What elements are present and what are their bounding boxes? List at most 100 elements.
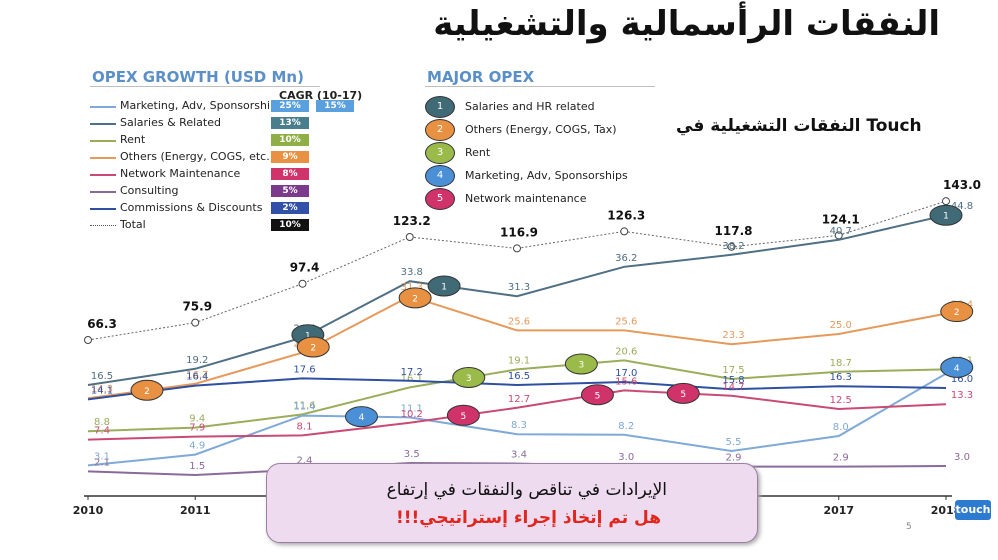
total-point	[513, 244, 521, 253]
data-label-rent: 19.1	[508, 355, 530, 366]
legend-swatch	[90, 208, 116, 210]
chart-subtitle: النفقات التشغيلية في Touch	[676, 116, 922, 136]
cagr-value: 25%	[271, 100, 309, 112]
data-label-others: 23.3	[722, 330, 744, 341]
data-label-rent: 9.4	[189, 414, 205, 425]
rank-badge-number: 4	[954, 364, 960, 374]
data-label-network: 14.7	[722, 382, 744, 393]
cagr-header: CAGR (10-17)	[279, 89, 363, 102]
data-label-total: 117.8	[715, 224, 753, 238]
divider	[425, 86, 655, 87]
data-label-rent: 8.8	[94, 417, 110, 428]
legend-label: Rent	[120, 133, 146, 146]
rank-badge: 5	[425, 188, 455, 210]
major-opex-label: Others (Energy, COGS, Tax)	[465, 123, 617, 136]
data-label-commissions: 17.6	[293, 364, 315, 375]
callout-line-2: هل تم إتخاذ إجراء إستراتيجي!!!	[395, 508, 661, 528]
rank-badge-number: 1	[943, 212, 949, 222]
data-label-consulting: 3.0	[954, 452, 970, 463]
data-label-salaries: 16.5	[91, 371, 113, 382]
data-label-others: 25.0	[830, 320, 852, 331]
data-label-total: 116.9	[500, 225, 538, 239]
legend-label: Others (Energy, COGS, etc.)	[120, 150, 275, 163]
data-label-marketing: 11.4	[293, 402, 315, 413]
rank-badge-number: 5	[680, 390, 686, 400]
data-label-salaries: 19.2	[186, 355, 208, 366]
data-label-marketing: 8.3	[511, 420, 527, 431]
legend-swatch	[90, 106, 116, 108]
legend-label: Commissions & Discounts	[120, 201, 263, 214]
legend-item: Consulting 5%	[88, 183, 328, 200]
data-label-marketing: 5.5	[726, 437, 742, 448]
data-label-total: 75.9	[182, 300, 212, 314]
legend-swatch	[90, 123, 116, 125]
rank-badge	[940, 301, 974, 323]
major-opex-label: Network maintenance	[465, 192, 587, 205]
legend-item: Rent 10%	[88, 132, 328, 149]
data-label-commissions: 15.8	[722, 375, 744, 386]
legend-label: Salaries & Related	[120, 116, 221, 129]
data-label-salaries: 44.8	[951, 201, 973, 212]
data-label-others: 25.6	[508, 316, 530, 327]
data-label-rent: 18.7	[830, 358, 852, 369]
data-label-network: 12.5	[830, 395, 852, 406]
rank-badge	[666, 382, 700, 404]
data-label-marketing: 11.1	[401, 403, 423, 414]
rank-badge-number: 3	[578, 361, 584, 371]
data-label-commissions: 17.0	[615, 368, 637, 379]
series-line-marketing	[87, 372, 947, 467]
data-label-commissions: 16.0	[951, 374, 973, 385]
x-tick-label: 2011	[180, 504, 211, 517]
total-point	[727, 242, 736, 251]
legend-swatch	[90, 191, 116, 193]
series-line-total	[87, 200, 947, 341]
rank-badge	[296, 336, 330, 358]
x-tick-label: 2018	[931, 504, 962, 517]
data-label-others: 14.3	[91, 384, 113, 395]
data-label-total: 97.4	[290, 261, 320, 275]
data-label-total: 126.3	[607, 208, 645, 222]
data-label-commissions: 17.2	[401, 367, 423, 378]
data-label-rent: 16.1	[401, 373, 423, 384]
rank-badge-number: 3	[466, 374, 472, 384]
x-tick-label: 2010	[73, 504, 104, 517]
page-number: 5	[906, 522, 912, 532]
data-label-commissions: 16.4	[186, 372, 208, 383]
major-opex-label: Rent	[465, 146, 491, 159]
data-label-marketing: 3.1	[94, 451, 110, 462]
rank-badge: 4	[425, 165, 455, 187]
cagr-value: 8%	[271, 168, 309, 180]
data-label-network: 8.1	[297, 421, 313, 432]
data-label-consulting: 1.5	[189, 461, 205, 472]
data-label-consulting: 2.4	[297, 456, 313, 467]
data-label-salaries: 33.8	[401, 267, 423, 278]
data-label-commissions: 14.1	[91, 385, 113, 396]
rank-badge-number: 2	[412, 294, 418, 304]
data-label-commissions: 16.3	[830, 372, 852, 383]
data-label-network: 13.3	[951, 390, 973, 401]
rank-badge: 1	[425, 96, 455, 118]
callout-line-1: الإيرادات في تناقص والنفقات في إرتفاع	[386, 480, 667, 500]
legend-item: Commissions & Discounts 2%	[88, 200, 328, 217]
rank-badge	[130, 379, 164, 401]
data-label-network: 7.9	[189, 423, 205, 434]
rank-badge	[452, 367, 486, 388]
rank-badge-number: 1	[305, 331, 311, 341]
rank-badge	[427, 275, 461, 297]
touch-logo: touch	[955, 500, 991, 520]
series-line-network	[87, 389, 947, 441]
legend-item: Total 10%	[88, 217, 328, 234]
data-label-total: 143.0	[943, 178, 981, 192]
data-label-consulting: 2.9	[726, 453, 742, 464]
series-legend: Marketing, Adv, Sponsorships 25% 15% Salari…	[88, 98, 354, 234]
rank-badge-number: 5	[595, 391, 601, 401]
data-label-rent: 11.6	[293, 400, 315, 411]
divider	[90, 86, 320, 87]
data-label-network: 10.2	[401, 409, 423, 420]
rank-badge	[398, 287, 432, 309]
rank-badge-number: 2	[144, 387, 150, 397]
rank-badge: 3	[425, 142, 455, 164]
series-line-commissions	[87, 377, 947, 401]
cagr-value-alt: 15%	[316, 100, 354, 112]
